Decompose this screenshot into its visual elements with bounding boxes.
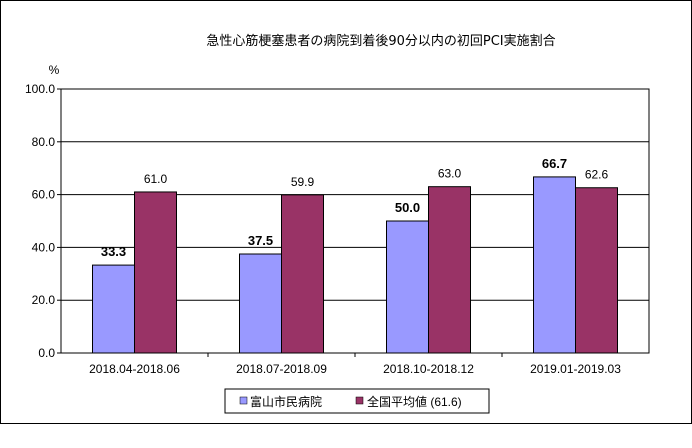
bar-chart: 急性心筋梗塞患者の病院到着後90分以内の初回PCI実施割合 % 33.3 61.0… <box>25 33 650 414</box>
y-tick-label: 100.0 <box>25 82 55 96</box>
data-label-series-1: 37.5 <box>248 233 273 248</box>
legend-swatch-series-2 <box>355 396 364 405</box>
chart-title: 急性心筋梗塞患者の病院到着後90分以内の初回PCI実施割合 <box>206 33 555 49</box>
chart-container: 急性心筋梗塞患者の病院到着後90分以内の初回PCI実施割合 % 33.3 61.0… <box>0 0 692 424</box>
x-tick-label: 2018.10-2018.12 <box>383 362 474 376</box>
legend-label-series-1: 富山市民病院 <box>250 394 322 409</box>
bar-series-1 <box>92 264 135 354</box>
bar-series-1 <box>239 253 282 354</box>
x-tick-label: 2019.01-2019.03 <box>530 362 621 376</box>
bar-series-2 <box>134 191 177 354</box>
bar-series-2 <box>281 194 324 354</box>
x-tick-label: 2018.04-2018.06 <box>89 362 180 376</box>
y-tick-label: 60.0 <box>32 188 56 202</box>
bar-series-2 <box>575 187 618 354</box>
y-tick-label: 80.0 <box>32 135 56 149</box>
bar-series-1 <box>386 220 429 354</box>
x-tick-label: 2018.07-2018.09 <box>236 362 327 376</box>
data-label-series-2: 59.9 <box>291 175 315 189</box>
data-label-series-1: 33.3 <box>101 244 126 259</box>
y-tick-label: 0.0 <box>38 346 55 360</box>
bar-series-1 <box>533 176 576 354</box>
data-label-series-2: 61.0 <box>144 172 168 186</box>
data-label-series-1: 50.0 <box>395 200 420 215</box>
y-tick-label: 40.0 <box>32 240 56 254</box>
bar-series-2 <box>428 186 471 354</box>
legend-label-series-2: 全国平均値 (61.6) <box>367 394 462 409</box>
y-tick-label: 20.0 <box>32 293 56 307</box>
y-axis-unit-label: % <box>49 63 60 77</box>
data-label-series-2: 63.0 <box>438 167 462 181</box>
data-label-series-1: 66.7 <box>542 156 567 171</box>
legend-swatch-series-1 <box>239 396 248 405</box>
data-label-series-2: 62.6 <box>585 168 609 182</box>
legend: 富山市民病院 全国平均値 (61.6) <box>224 388 490 414</box>
